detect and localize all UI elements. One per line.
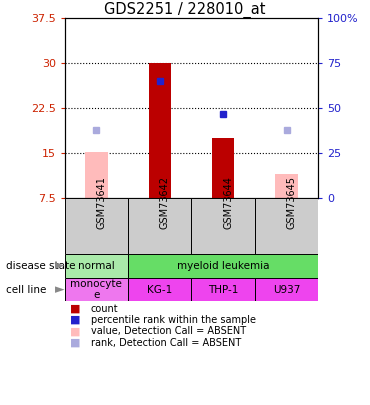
Bar	[128, 198, 192, 254]
Text: KG-1: KG-1	[147, 285, 172, 294]
Text: ■: ■	[70, 326, 81, 336]
Text: ►: ►	[55, 283, 65, 296]
Bar	[255, 198, 318, 254]
Text: ►: ►	[55, 260, 65, 273]
Text: GSM73644: GSM73644	[223, 177, 233, 229]
Bar	[192, 278, 255, 301]
Text: GSM73642: GSM73642	[160, 177, 170, 229]
Bar	[128, 254, 318, 278]
Bar	[212, 139, 234, 198]
Text: myeloid leukemia: myeloid leukemia	[177, 261, 269, 271]
Bar	[255, 278, 318, 301]
Text: ■: ■	[70, 315, 81, 325]
Text: GDS2251 / 228010_at: GDS2251 / 228010_at	[104, 2, 266, 18]
Bar	[65, 198, 128, 254]
Bar	[275, 175, 297, 198]
Bar	[65, 278, 128, 301]
Bar	[85, 152, 108, 198]
Text: value, Detection Call = ABSENT: value, Detection Call = ABSENT	[91, 326, 246, 336]
Text: U937: U937	[273, 285, 300, 294]
Text: GSM73641: GSM73641	[97, 177, 107, 229]
Text: monocyte
e: monocyte e	[71, 279, 122, 301]
Bar	[149, 63, 171, 198]
Bar	[192, 198, 255, 254]
Text: THP-1: THP-1	[208, 285, 238, 294]
Bar	[65, 254, 128, 278]
Text: rank, Detection Call = ABSENT: rank, Detection Call = ABSENT	[91, 338, 241, 347]
Text: cell line: cell line	[6, 285, 46, 294]
Text: percentile rank within the sample: percentile rank within the sample	[91, 315, 256, 325]
Text: GSM73645: GSM73645	[286, 177, 296, 229]
Text: ■: ■	[70, 304, 81, 313]
Text: normal: normal	[78, 261, 115, 271]
Text: disease state: disease state	[6, 261, 75, 271]
Bar	[128, 278, 192, 301]
Text: count: count	[91, 304, 118, 313]
Text: ■: ■	[70, 338, 81, 347]
